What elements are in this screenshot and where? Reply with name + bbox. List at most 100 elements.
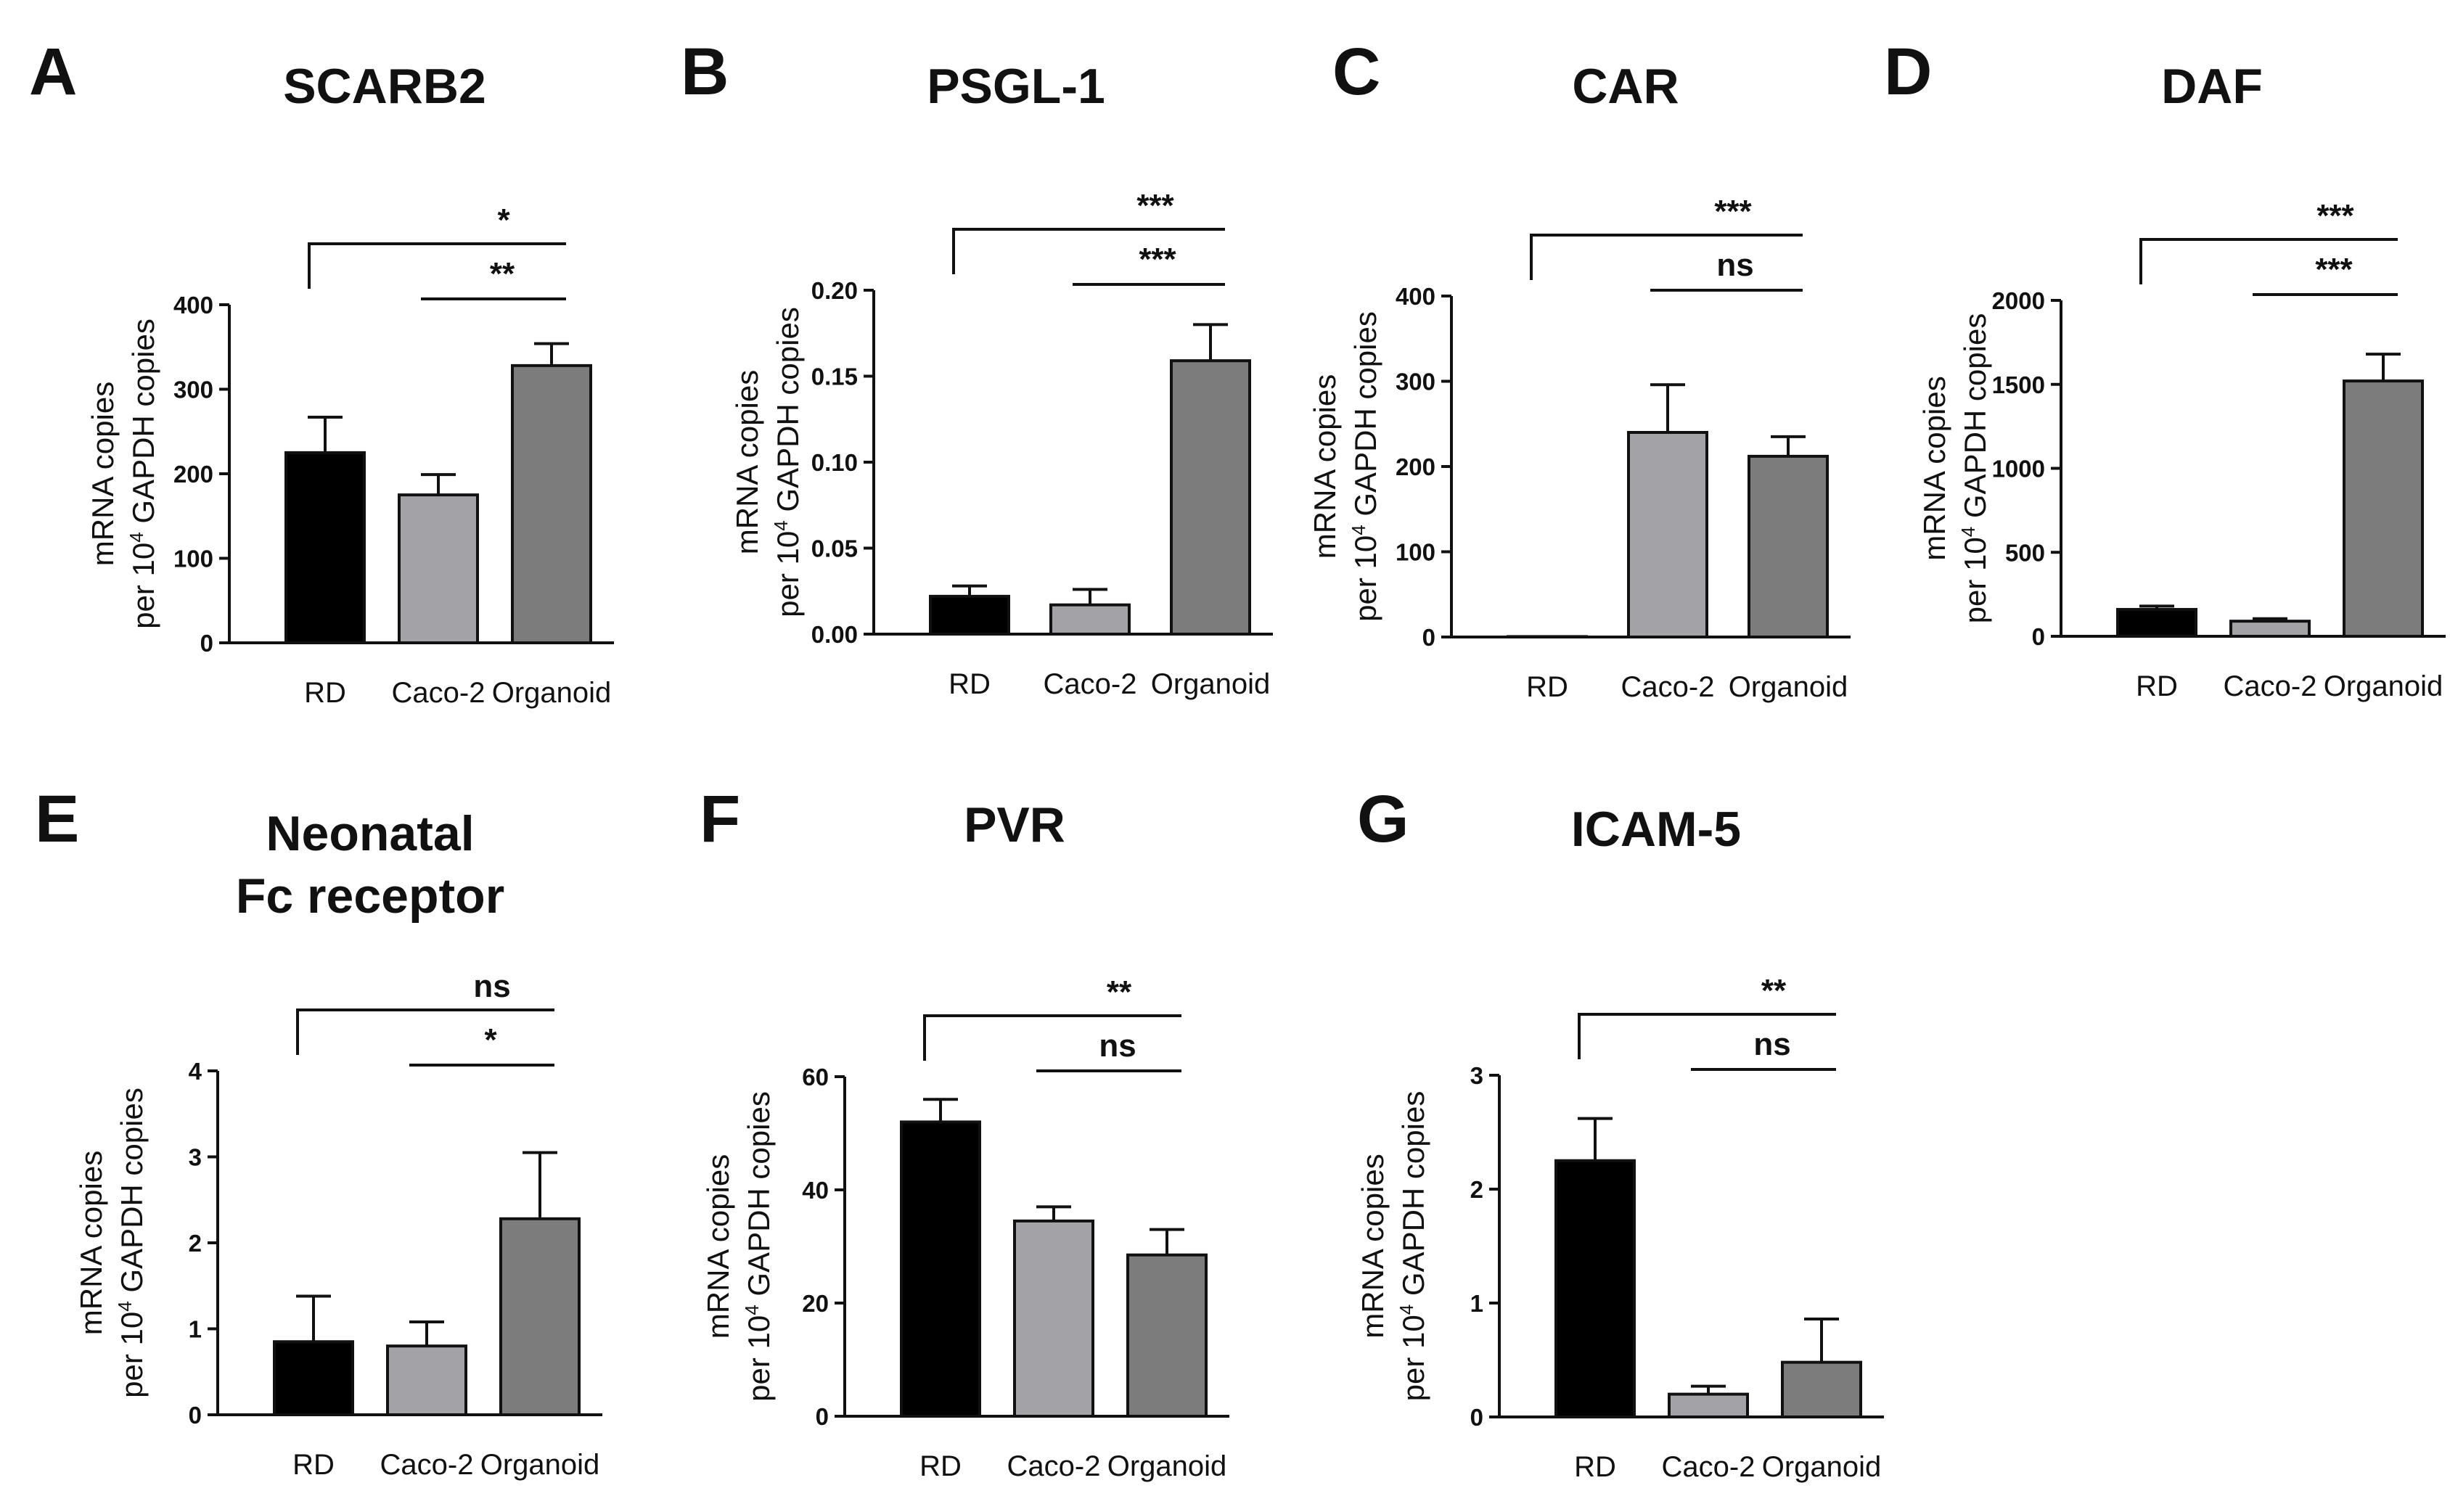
bar-organoid [499, 1217, 581, 1416]
y-axis-label: mRNA copies [1356, 1154, 1390, 1338]
significance-label: *** [2316, 198, 2354, 234]
panel-letter: E [35, 782, 79, 856]
x-tick-label: Organoid [480, 1449, 600, 1481]
x-tick-label: Organoid [1107, 1450, 1227, 1482]
bar-caco-2 [2229, 620, 2311, 638]
chart-title: PVR [964, 797, 1065, 852]
y-tick-label: 4 [189, 1058, 202, 1085]
y-tick-label: 40 [802, 1177, 829, 1204]
y-tick-label: 60 [802, 1064, 829, 1090]
bar-rd [900, 1120, 981, 1418]
bar-organoid [2343, 379, 2424, 638]
significance-bracket [296, 1008, 554, 1055]
y-axis-label-line-2: per 104 GAPDH copies [126, 319, 160, 629]
y-tick-label: 400 [1396, 283, 1435, 310]
bar-organoid [1170, 359, 1251, 636]
x-tick-label: Organoid [1762, 1451, 1882, 1483]
x-tick-label: Caco-2 [1007, 1450, 1101, 1482]
chart-panel-b: B PSGL-1 0.00 0.05 0.10 0.15 0.20 mRNA copiespe… [681, 35, 1273, 700]
bar-caco-2 [386, 1344, 467, 1416]
y-tick-label: 0.00 [811, 621, 858, 648]
x-tick-label: Caco-2 [2224, 670, 2317, 702]
significance-bracket [1530, 234, 1803, 280]
significance-bracket [2139, 238, 2398, 284]
y-tick-label: 3 [189, 1144, 202, 1171]
x-tick-label: RD [1574, 1451, 1616, 1483]
y-tick-label: 100 [173, 546, 213, 572]
y-tick-label: 1000 [1992, 456, 2045, 482]
chart-title: Neonatal [266, 806, 474, 861]
x-tick-label: Caco-2 [1662, 1451, 1755, 1483]
bar-rd [284, 451, 366, 644]
significance-label: ns [473, 969, 510, 1004]
bar-caco-2 [1627, 431, 1708, 638]
bar-organoid [1126, 1253, 1208, 1418]
bar-caco-2 [1013, 1219, 1094, 1418]
bar-caco-2 [1049, 603, 1131, 636]
bar-organoid [1748, 454, 1829, 639]
x-tick-label: Organoid [2324, 670, 2443, 702]
y-axis-label-line-2: per 104 GAPDH copies [114, 1088, 149, 1398]
bar-caco-2 [1668, 1392, 1749, 1418]
significance-bracket [923, 1014, 1181, 1061]
y-tick-label: 100 [1396, 539, 1435, 566]
chart-title: SCARB2 [283, 59, 486, 114]
bar-organoid [511, 363, 592, 644]
panel-letter: G [1357, 782, 1409, 856]
bar-rd [1554, 1159, 1636, 1418]
y-tick-label: 2000 [1992, 287, 2045, 314]
y-tick-label: 0.15 [811, 363, 858, 390]
significance-label: * [497, 202, 510, 238]
panel-letter: D [1884, 35, 1932, 109]
significance-label: * [484, 1022, 497, 1058]
chart-title: CAR [1572, 59, 1679, 114]
y-tick-label: 1500 [1992, 371, 2045, 398]
x-tick-label: Caco-2 [380, 1449, 474, 1481]
y-tick-label: 0 [2032, 623, 2045, 650]
panel-letter: C [1332, 35, 1380, 109]
y-tick-label: 300 [173, 377, 213, 403]
x-tick-label: RD [919, 1450, 962, 1482]
chart-panel-e: E Neonatal Fc receptor 0 1 2 3 4 mRNA copiesper … [35, 782, 602, 1481]
significance-label: *** [1136, 188, 1174, 223]
y-axis-label: mRNA copies [86, 382, 120, 566]
significance-label: *** [1139, 242, 1176, 277]
y-tick-label: 200 [1396, 453, 1435, 480]
y-tick-label: 0.10 [811, 449, 858, 476]
significance-label: ** [1107, 974, 1132, 1010]
significance-label: ns [1716, 247, 1753, 283]
y-tick-label: 0 [189, 1402, 202, 1429]
x-tick-label: Caco-2 [1044, 668, 1137, 700]
y-tick-label: 1 [1470, 1290, 1483, 1317]
significance-label: ns [1753, 1027, 1790, 1062]
y-tick-label: 300 [1396, 369, 1435, 395]
x-tick-label: RD [2136, 670, 2178, 702]
y-tick-label: 2 [1470, 1176, 1483, 1203]
y-tick-label: 0 [200, 630, 213, 657]
chart-title: ICAM-5 [1571, 802, 1741, 857]
y-tick-label: 0.20 [811, 277, 858, 304]
y-axis-label-line-2: per 104 GAPDH copies [1957, 313, 1992, 624]
y-tick-label: 500 [2005, 539, 2045, 566]
y-tick-label: 0.05 [811, 535, 858, 562]
y-axis-label: mRNA copies [74, 1151, 108, 1335]
panel-letter: A [29, 35, 77, 109]
x-tick-label: RD [292, 1449, 335, 1481]
significance-bracket [1578, 1013, 1836, 1059]
y-axis-label: mRNA copies [701, 1154, 735, 1339]
bar-organoid [1781, 1360, 1862, 1419]
significance-bracket [952, 228, 1225, 274]
y-tick-label: 20 [802, 1290, 829, 1317]
significance-label: *** [1714, 194, 1752, 229]
y-axis-label-line-2: per 104 GAPDH copies [1396, 1091, 1430, 1402]
significance-bracket [308, 242, 566, 289]
x-tick-label: RD [1526, 671, 1568, 703]
bar-caco-2 [398, 493, 479, 644]
x-tick-label: RD [304, 677, 346, 709]
